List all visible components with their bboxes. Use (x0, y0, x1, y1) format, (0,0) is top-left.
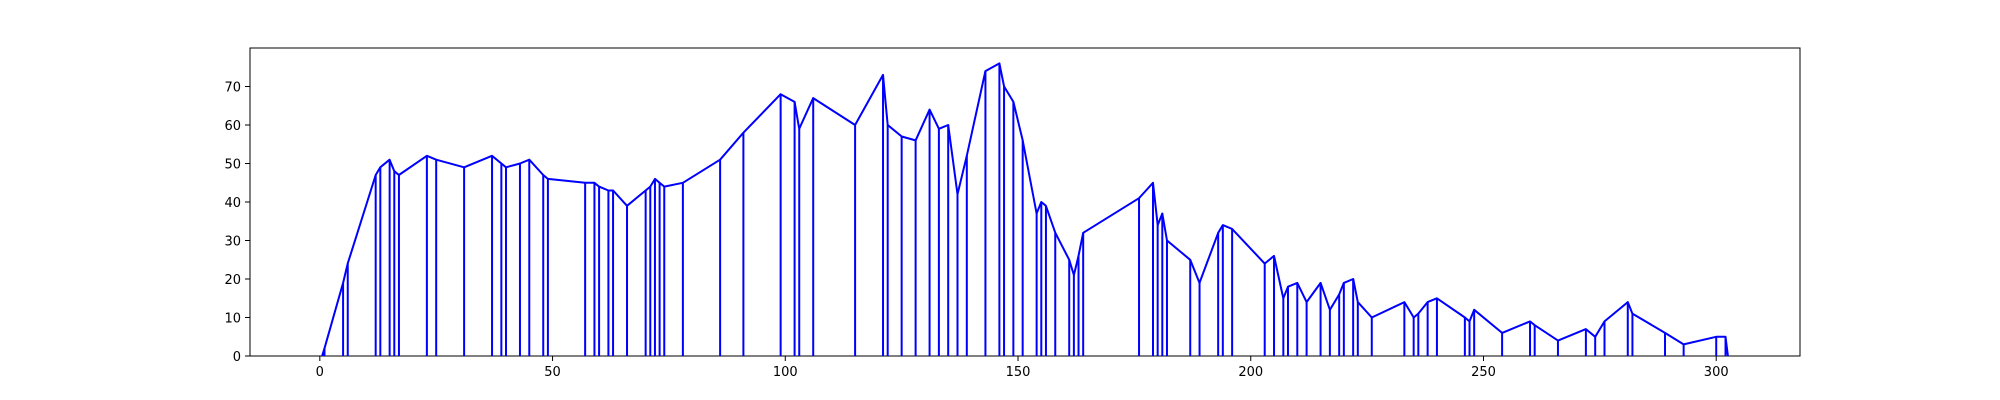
stem-lines (323, 63, 1727, 356)
y-tick-label-0: 0 (233, 350, 241, 365)
y-tick-label-40: 40 (224, 196, 241, 211)
x-tick-label-250: 250 (1471, 365, 1496, 380)
y-tick-label-60: 60 (224, 119, 241, 134)
y-tick-label-30: 30 (224, 235, 241, 250)
x-tick-label-100: 100 (773, 365, 798, 380)
x-tick-label-150: 150 (1006, 365, 1031, 380)
y-tick-label-20: 20 (224, 273, 241, 288)
y-tick-label-10: 10 (224, 312, 241, 327)
x-axis: 0 50 100 150 200 250 300 (316, 356, 1729, 380)
y-axis: 0 10 20 30 40 50 60 70 (224, 81, 250, 365)
x-tick-label-200: 200 (1238, 365, 1263, 380)
x-tick-label-50: 50 (544, 365, 561, 380)
x-tick-label-0: 0 (316, 365, 324, 380)
y-tick-label-70: 70 (224, 81, 241, 96)
y-tick-label-50: 50 (224, 158, 241, 173)
plot-area (249, 47, 1801, 357)
series-line (321, 62, 1729, 357)
x-tick-label-300: 300 (1704, 365, 1729, 380)
